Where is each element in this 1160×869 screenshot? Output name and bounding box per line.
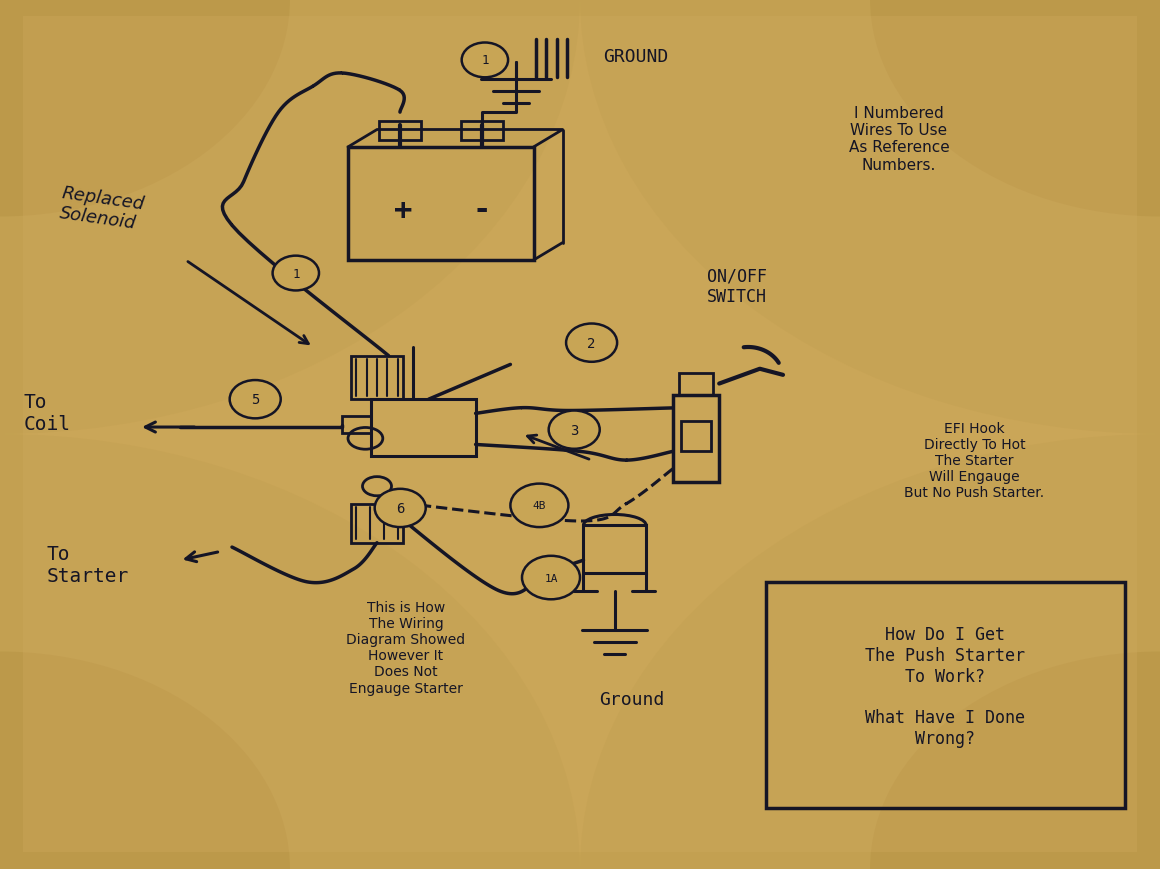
Circle shape (522, 556, 580, 600)
Text: 1A: 1A (544, 573, 558, 583)
Circle shape (510, 484, 568, 527)
Text: I Numbered
Wires To Use
As Reference
Numbers.: I Numbered Wires To Use As Reference Num… (849, 105, 949, 173)
Wedge shape (0, 0, 580, 434)
Circle shape (462, 43, 508, 78)
Text: 4B: 4B (532, 501, 546, 511)
Circle shape (549, 411, 600, 449)
Wedge shape (0, 434, 580, 869)
Text: 2: 2 (587, 336, 596, 350)
Text: To
Starter: To Starter (46, 544, 129, 586)
Circle shape (566, 324, 617, 362)
Wedge shape (0, 0, 290, 217)
Text: Replaced
Solenoid: Replaced Solenoid (58, 183, 146, 234)
Text: Ground: Ground (600, 691, 665, 708)
Circle shape (375, 489, 426, 527)
Text: ON/OFF
SWITCH: ON/OFF SWITCH (706, 268, 767, 306)
Wedge shape (0, 652, 290, 869)
Text: EFI Hook
Directly To Hot
The Starter
Will Engauge
But No Push Starter.: EFI Hook Directly To Hot The Starter Wil… (905, 421, 1044, 500)
Text: 1: 1 (292, 268, 299, 280)
Text: 3: 3 (570, 423, 579, 437)
Text: How Do I Get
The Push Starter
To Work?

What Have I Done
Wrong?: How Do I Get The Push Starter To Work? W… (865, 626, 1025, 747)
FancyBboxPatch shape (23, 17, 1137, 852)
Wedge shape (580, 434, 1160, 869)
Wedge shape (580, 0, 1160, 434)
Text: GROUND: GROUND (603, 48, 668, 65)
Text: -: - (472, 196, 491, 224)
Wedge shape (870, 0, 1160, 217)
Text: To
Coil: To Coil (23, 392, 71, 434)
Text: This is How
The Wiring
Diagram Showed
However It
Does Not
Engauge Starter: This is How The Wiring Diagram Showed Ho… (347, 600, 465, 695)
Text: 5: 5 (251, 393, 260, 407)
Wedge shape (870, 652, 1160, 869)
Text: +: + (394, 196, 413, 224)
Circle shape (230, 381, 281, 419)
Text: 6: 6 (396, 501, 405, 515)
Circle shape (273, 256, 319, 291)
Text: 1: 1 (481, 55, 488, 67)
